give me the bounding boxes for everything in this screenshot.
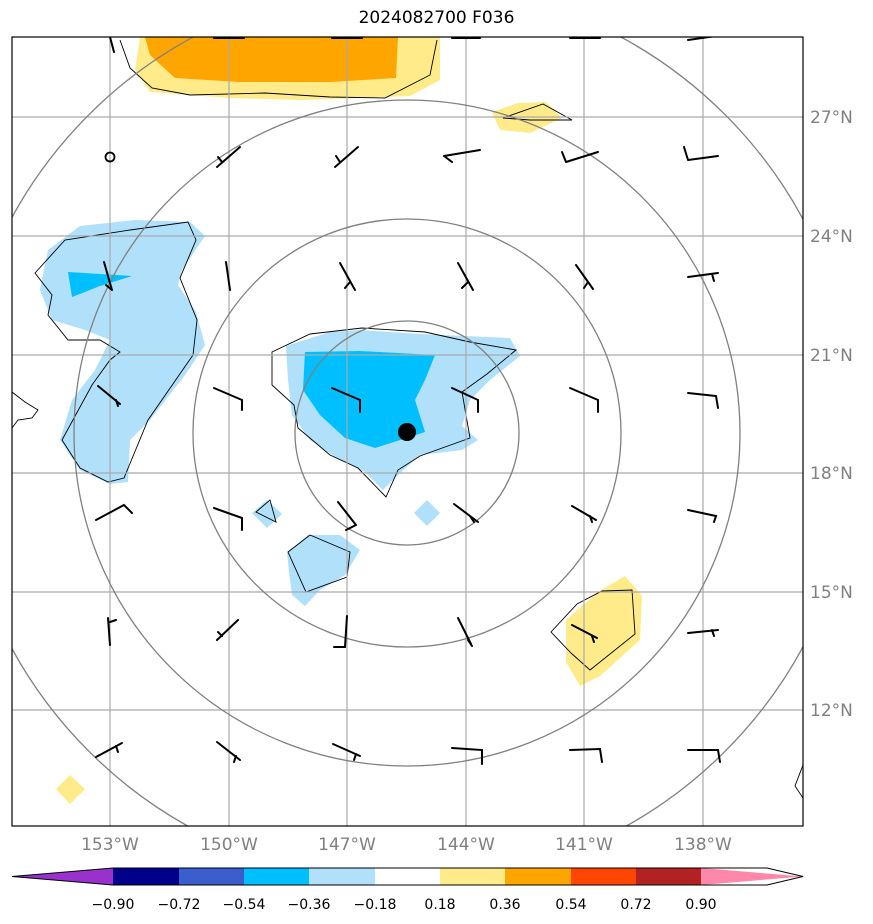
anomaly-fills [40, 37, 642, 804]
colorbar-swatch [701, 868, 803, 885]
wind-barb [95, 503, 133, 521]
colorbar-swatch [505, 868, 571, 885]
strong-positive-anomaly-north [145, 37, 398, 82]
wind-barb [561, 151, 599, 163]
anomaly-contours [12, 39, 803, 799]
colorbar-label: 0.72 [620, 897, 651, 913]
colorbar-label: 0.18 [424, 897, 455, 913]
map-title: 2024082700 F036 [358, 8, 515, 28]
colorbar-swatches [11, 867, 804, 886]
wind-barb [213, 507, 243, 531]
wind-barb [571, 505, 597, 523]
wind-barb [216, 619, 239, 641]
wind-barb [331, 387, 361, 413]
wind-barb [337, 501, 357, 531]
gridlines [12, 37, 803, 826]
negative-anomaly-south [287, 535, 360, 606]
map-frame [11, 36, 804, 827]
colorbar-swatch [113, 868, 179, 885]
lat-label-18: 18°N [810, 464, 853, 484]
lat-label-24: 24°N [810, 227, 853, 247]
positive-anomaly-southwest [56, 775, 85, 804]
latitude-labels: 27°N 24°N 21°N 18°N 15°N 12°N [810, 108, 853, 721]
colorbar-labels: −0.90 −0.72 −0.54 −0.36 −0.18 0.18 0.36 … [92, 897, 717, 913]
wind-barb [569, 747, 603, 763]
wind-barb [332, 743, 361, 761]
colorbar-outline [11, 867, 804, 886]
wind-barb [687, 392, 719, 409]
wind-barb [451, 387, 479, 413]
calm-wind-marker [104, 151, 116, 163]
wind-barb [95, 742, 123, 758]
wind-barb [451, 747, 483, 765]
wind-barb [571, 624, 598, 643]
wind-barb [443, 149, 481, 163]
wind-barb [687, 629, 719, 637]
wind-barb [97, 385, 121, 407]
colorbar-swatch [440, 868, 505, 885]
colorbar-swatch [375, 868, 440, 885]
map-area [12, 37, 803, 826]
colorbar-swatch [244, 868, 309, 885]
longitude-labels: 153°W 150°W 147°W 144°W 141°W 138°W [81, 835, 732, 855]
strong-negative-anomaly-central [303, 351, 435, 448]
colorbar-label: 0.36 [489, 897, 520, 913]
wind-barb [103, 261, 113, 291]
wind-barb [225, 261, 231, 291]
colorbar-label: −0.36 [288, 897, 331, 913]
wind-barb [457, 262, 474, 291]
lon-label-147w: 147°W [318, 835, 376, 855]
strong-negative-anomaly-west [68, 272, 132, 297]
colorbar: −0.90 −0.72 −0.54 −0.36 −0.18 0.18 0.36 … [11, 867, 804, 913]
wind-barb [687, 272, 719, 282]
colorbar-swatch [636, 868, 701, 885]
wind-barb [457, 617, 473, 647]
colorbar-label: 0.54 [555, 897, 586, 913]
lon-label-153w: 153°W [81, 835, 139, 855]
wind-barb [333, 615, 348, 648]
lon-label-150w: 150°W [200, 835, 258, 855]
lon-label-141w: 141°W [555, 835, 613, 855]
storm-center-marker [398, 423, 416, 441]
wind-barb [687, 509, 718, 523]
wind-barb [109, 37, 115, 53]
lon-label-138w: 138°W [674, 835, 732, 855]
wind-barb [339, 262, 356, 291]
wind-barb [216, 741, 241, 763]
positive-anomaly-southeast [566, 576, 642, 686]
wind-barb [213, 387, 243, 411]
wind-barb [107, 617, 117, 646]
wind-barb [575, 264, 594, 290]
colorbar-label: −0.72 [158, 897, 201, 913]
wind-barb [683, 146, 719, 161]
negative-anomaly-dot-2 [414, 500, 440, 526]
wind-barbs [95, 37, 721, 765]
wind-barb [216, 146, 241, 168]
colorbar-label: −0.54 [223, 897, 266, 913]
colorbar-label: 0.90 [685, 897, 716, 913]
colorbar-label: −0.90 [92, 897, 135, 913]
lat-label-27: 27°N [810, 108, 853, 128]
wind-barb [569, 387, 599, 413]
wind-barb [453, 503, 479, 523]
colorbar-label: −0.18 [354, 897, 397, 913]
colorbar-swatch [309, 868, 375, 885]
lat-label-15: 15°N [810, 583, 853, 603]
wind-barb [334, 146, 359, 168]
lat-label-12: 12°N [810, 701, 853, 721]
lon-label-144w: 144°W [437, 835, 495, 855]
range-rings [12, 37, 803, 826]
lat-label-21: 21°N [810, 346, 853, 366]
wind-barb [687, 749, 721, 763]
colorbar-swatch [12, 868, 113, 885]
wind-barb [687, 37, 717, 41]
colorbar-swatch [571, 868, 636, 885]
colorbar-swatch [179, 868, 244, 885]
